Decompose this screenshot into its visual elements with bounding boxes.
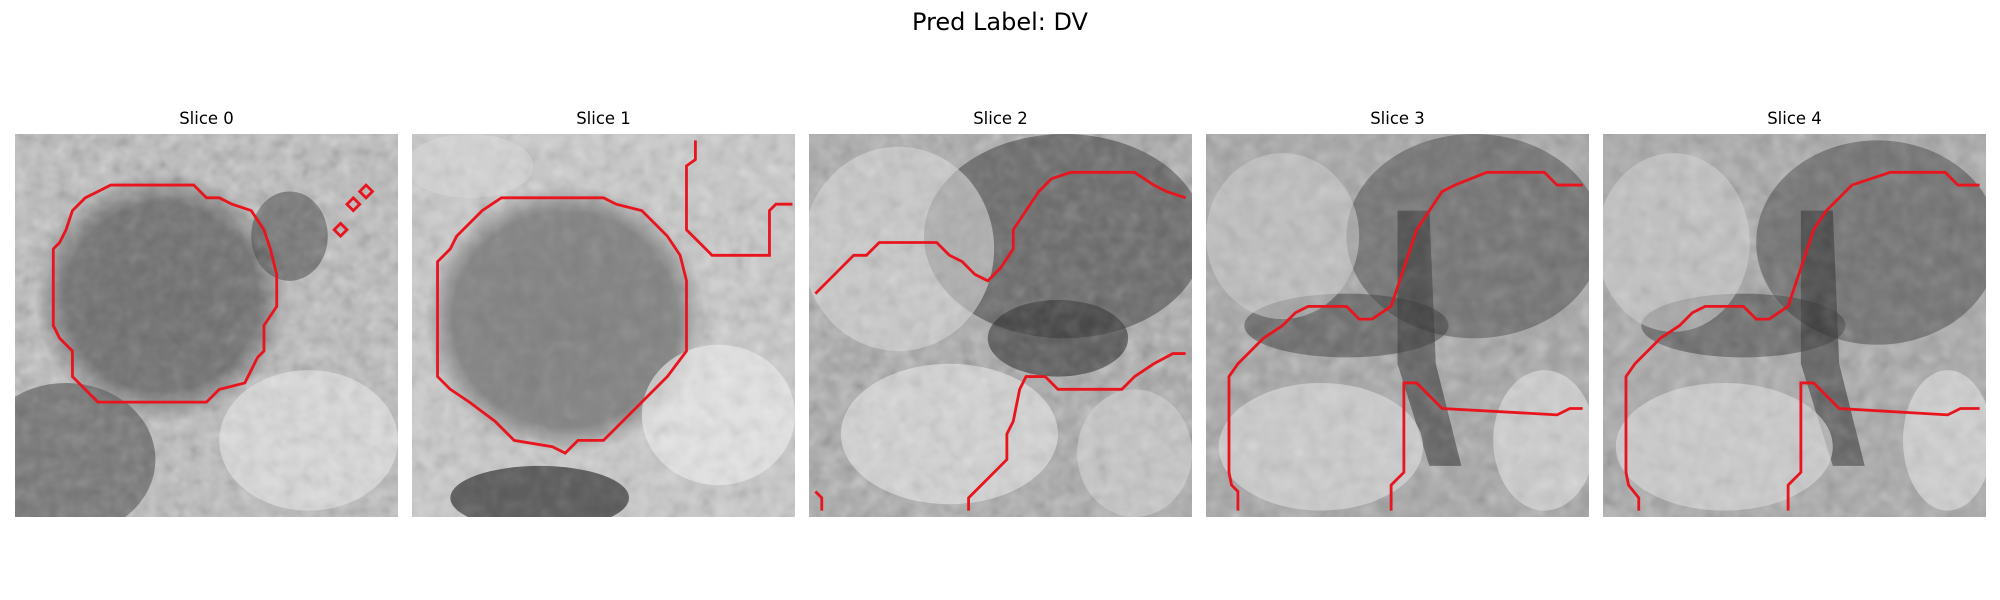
slice-0-contour-marker-a	[357, 183, 375, 200]
panel-title-slice-1: Slice 1	[576, 109, 631, 128]
figure-title: Pred Label: DV	[912, 8, 1088, 36]
slice-3-image-panel	[1206, 134, 1589, 517]
slice-2-contour-corner	[814, 490, 824, 511]
slice-1-image-panel	[412, 134, 795, 517]
slice-4-contour-lower	[1786, 381, 1980, 511]
panel-title-slice-4: Slice 4	[1767, 109, 1822, 128]
slice-4-image-panel	[1603, 134, 1986, 517]
slice-0-contour-marker-c	[332, 221, 349, 239]
slice-1-contour-edge	[685, 140, 793, 257]
slice-2-contour-lower	[967, 352, 1186, 511]
slice-0-contour-marker-b	[344, 195, 362, 213]
slice-0-image-panel	[15, 134, 398, 517]
slice-2-contour-upper	[814, 170, 1187, 295]
panel-title-slice-2: Slice 2	[973, 109, 1028, 128]
slice-4-contour-upper	[1624, 170, 1980, 511]
panel-title-slice-0: Slice 0	[179, 109, 234, 128]
slice-1-contour	[436, 196, 688, 455]
panel-title-slice-3: Slice 3	[1370, 109, 1425, 128]
slice-2-image-panel	[809, 134, 1192, 517]
slice-3-contour-upper	[1227, 170, 1583, 511]
slice-3-contour-lower	[1389, 381, 1583, 511]
slice-0-contour	[51, 183, 279, 404]
